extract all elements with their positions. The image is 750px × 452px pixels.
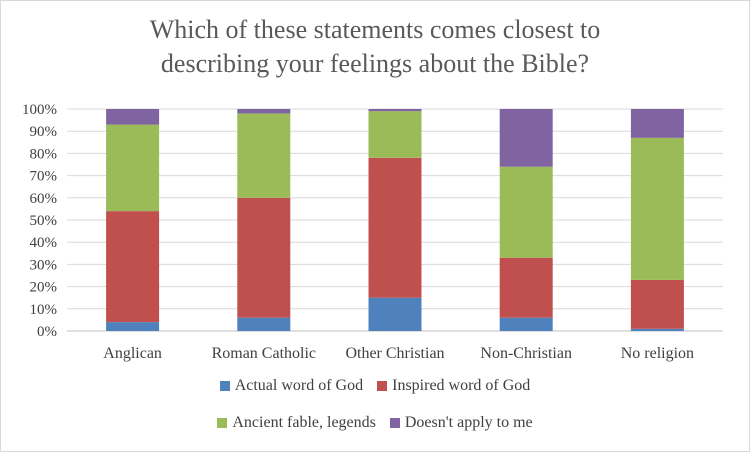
legend-item-inspired-word: Inspired word of God	[377, 377, 530, 395]
y-tick-label: 20%	[30, 280, 58, 296]
stacked-bar-chart: 0% 10% 20% 30% 40% 50% 60% 70% 80% 90% 100% Anglica…	[22, 102, 723, 362]
bar-segment	[499, 257, 553, 318]
bar-segment	[499, 166, 553, 258]
legend: Actual word of God Inspired word of God …	[1, 377, 749, 451]
x-tick-label: Non-Christian	[480, 345, 572, 362]
bar-segment	[106, 211, 160, 323]
y-tick-label: 90%	[30, 124, 58, 140]
chart-title: Which of these statements comes closest …	[1, 13, 749, 81]
y-tick-label: 10%	[30, 302, 58, 318]
bar-segment	[237, 197, 291, 318]
legend-label: Actual word of God	[234, 377, 364, 394]
bar-segment	[368, 111, 422, 158]
legend-swatch	[377, 381, 388, 391]
bar-segment	[368, 157, 422, 298]
legend-swatch	[217, 418, 228, 428]
bar-segment	[106, 322, 160, 331]
bar-segment	[237, 113, 291, 198]
legend-swatch	[389, 418, 400, 428]
bar-segment	[106, 124, 160, 212]
y-tick-label: 80%	[30, 146, 58, 162]
legend-label: Doesn't apply to me	[404, 414, 533, 431]
legend-label: Inspired word of God	[392, 377, 531, 394]
bar-segment	[630, 137, 684, 280]
bar-segment	[237, 317, 291, 331]
bar-segment	[630, 279, 684, 329]
bar-segment	[499, 109, 553, 167]
x-tick-label: Other Christian	[345, 345, 444, 362]
bar-segment	[237, 109, 291, 114]
bar-segment	[368, 297, 422, 331]
legend-swatch	[219, 381, 230, 391]
x-tick-label: Roman Catholic	[212, 345, 316, 362]
y-tick-label: 100%	[22, 102, 57, 118]
chart-title-line-1: Which of these statements comes closest …	[149, 15, 601, 44]
bar-segment	[499, 317, 553, 331]
y-tick-label: 60%	[30, 191, 58, 207]
bar-segment	[630, 328, 684, 331]
x-tick-label: Anglican	[103, 345, 162, 362]
legend-row: Actual word of God Inspired word of God	[1, 377, 749, 395]
chart-title-line-2: describing your feelings about the Bible…	[160, 49, 590, 78]
legend-label: Ancient fable, legends	[232, 414, 376, 431]
y-tick-label: 70%	[30, 169, 58, 185]
legend-item-doesnt-apply: Doesn't apply to me	[389, 414, 533, 432]
y-tick-label: 0%	[37, 324, 57, 340]
y-tick-label: 30%	[30, 257, 58, 273]
bar-segment	[368, 109, 422, 112]
y-tick-label: 50%	[30, 213, 58, 229]
x-tick-label: No religion	[621, 345, 694, 362]
legend-row: Ancient fable, legends Doesn't apply to …	[1, 414, 749, 432]
legend-item-ancient-fable: Ancient fable, legends	[217, 414, 376, 432]
bar-segment	[106, 109, 160, 125]
bar-segment	[630, 109, 684, 138]
legend-item-actual-word: Actual word of God	[219, 377, 364, 395]
y-tick-label: 40%	[30, 235, 58, 251]
